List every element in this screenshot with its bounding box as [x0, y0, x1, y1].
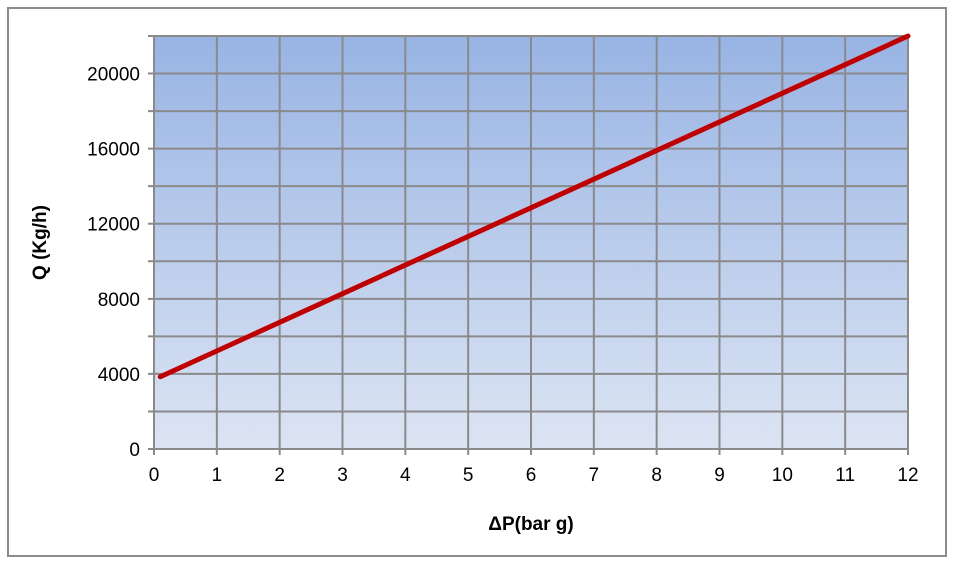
series-layer: [157, 33, 911, 380]
x-tick-label: 6: [526, 465, 537, 486]
x-tick-label: 11: [835, 465, 855, 486]
x-tick-label: 5: [463, 465, 474, 486]
y-tick-label: 20000: [87, 65, 140, 86]
x-tick-label: 12: [897, 465, 918, 486]
x-tick-label: 1: [212, 465, 223, 486]
series-line-0: [157, 33, 911, 380]
x-tick-label: 10: [772, 465, 793, 486]
x-tick-label: 3: [337, 465, 348, 486]
y-tick-label: 16000: [87, 140, 140, 161]
x-tick-label: 8: [651, 465, 662, 486]
y-axis-title: Q (Kg/h): [30, 205, 51, 280]
x-tick-label: 2: [274, 465, 285, 486]
x-tick-label: 7: [589, 465, 600, 486]
y-tick-label: 0: [129, 440, 140, 461]
grid-lines: [148, 35, 909, 455]
x-tick-label: 0: [149, 465, 160, 486]
x-axis-title: ΔP(bar g): [488, 514, 573, 535]
x-tick-label: 9: [714, 465, 725, 486]
y-tick-label: 8000: [98, 290, 140, 311]
y-tick-label: 4000: [98, 365, 140, 386]
y-tick-label: 12000: [87, 215, 140, 236]
x-tick-label: 4: [400, 465, 411, 486]
